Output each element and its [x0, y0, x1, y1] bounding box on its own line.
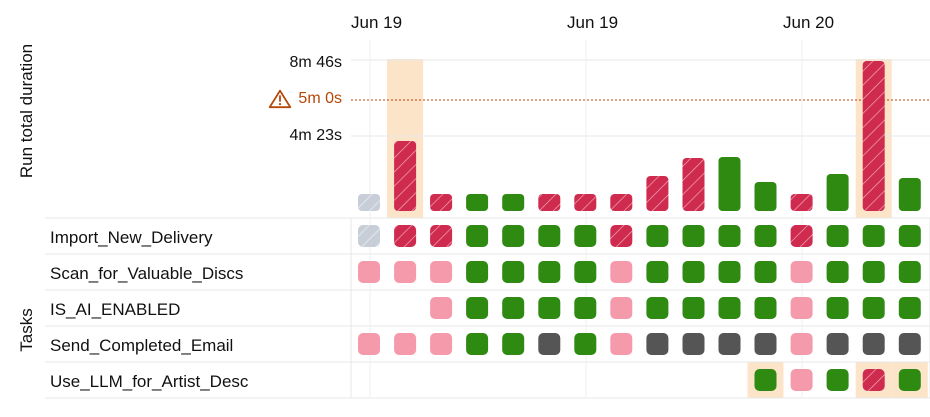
task-cell-1-12 [754, 225, 777, 247]
duration-bar-13 [790, 194, 813, 211]
task-cell-3-8 [610, 297, 633, 319]
task-cell-3-9 [646, 297, 669, 319]
duration-bar-2 [394, 141, 417, 211]
task-cell-1-14 [826, 225, 849, 247]
task-name-use-llm-for-artist-desc: Use_LLM_for_Artist_Desc [50, 372, 249, 391]
task-cell-1-7 [574, 225, 597, 247]
task-cell-4-14 [826, 333, 849, 355]
task-cell-3-10 [682, 297, 705, 319]
duration-bar-5 [502, 194, 525, 211]
duration-bar-14 [826, 174, 849, 211]
task-cell-2-14 [826, 261, 849, 283]
task-cell-1-4 [466, 225, 489, 247]
task-cell-3-6 [538, 297, 561, 319]
task-cell-1-6 [538, 225, 561, 247]
task-cell-1-2 [394, 225, 417, 247]
duration-bar-3 [430, 194, 453, 211]
task-cell-4-15 [862, 333, 885, 355]
task-cell-4-11 [718, 333, 741, 355]
task-cell-2-1 [358, 261, 380, 283]
task-cell-4-5 [502, 333, 525, 355]
task-cell-1-1 [358, 225, 380, 247]
date-label-3: Jun 20 [783, 13, 835, 32]
duration-bar-7 [574, 194, 597, 211]
task-cell-3-16 [898, 297, 921, 319]
duration-bar-6 [538, 194, 561, 211]
task-cell-4-12 [754, 333, 777, 355]
task-cell-4-3 [430, 333, 453, 355]
task-cell-1-9 [646, 225, 669, 247]
task-cell-1-10 [682, 225, 705, 247]
task-cell-4-9 [646, 333, 669, 355]
task-cell-3-7 [574, 297, 597, 319]
task-cell-4-4 [466, 333, 489, 355]
duration-bar-11 [718, 157, 741, 211]
task-cell-5-14 [826, 369, 849, 391]
task-cell-1-13 [790, 225, 813, 247]
task-cell-4-7 [574, 333, 597, 355]
task-cell-1-16 [898, 225, 921, 247]
task-name-send-completed-email: Send_Completed_Email [50, 336, 234, 355]
duration-bar-9 [646, 176, 669, 211]
duration-bar-12 [754, 182, 777, 211]
task-cell-3-3 [430, 297, 453, 319]
threshold-value: 5m 0s [298, 90, 342, 107]
tick-mid: 4m 23s [289, 127, 342, 144]
task-name-is-ai-enabled: IS_AI_ENABLED [50, 300, 181, 319]
date-label-2: Jun 19 [567, 13, 619, 32]
task-cell-5-16 [898, 369, 921, 391]
task-cell-2-13 [790, 261, 813, 283]
task-cell-2-5 [502, 261, 525, 283]
task-name-import-new-delivery: Import_New_Delivery [50, 228, 213, 247]
task-cell-1-8 [610, 225, 633, 247]
task-cell-4-16 [898, 333, 921, 355]
task-cell-1-11 [718, 225, 741, 247]
task-cell-5-13 [790, 369, 813, 391]
duration-bar-15 [862, 61, 885, 211]
task-cell-2-6 [538, 261, 561, 283]
duration-bar-4 [466, 194, 489, 211]
task-cell-4-10 [682, 333, 705, 355]
date-label-1: Jun 19 [351, 13, 403, 32]
duration-bar-8 [610, 194, 633, 211]
threshold-label: 5m 0s [257, 86, 342, 112]
task-cell-5-15 [862, 369, 885, 391]
task-cell-1-15 [862, 225, 885, 247]
task-cell-3-14 [826, 297, 849, 319]
task-cell-3-12 [754, 297, 777, 319]
task-cell-2-12 [754, 261, 777, 283]
task-cell-2-15 [862, 261, 885, 283]
task-cell-1-3 [430, 225, 453, 247]
task-cell-2-11 [718, 261, 741, 283]
task-cell-4-2 [394, 333, 417, 355]
task-cell-4-6 [538, 333, 561, 355]
task-cell-3-13 [790, 297, 813, 319]
task-cell-2-3 [430, 261, 453, 283]
task-cell-2-16 [898, 261, 921, 283]
task-cell-2-7 [574, 261, 597, 283]
task-cell-4-1 [358, 333, 380, 355]
task-cell-4-8 [610, 333, 633, 355]
task-cell-4-13 [790, 333, 813, 355]
task-name-scan-for-valuable-discs: Scan_for_Valuable_Discs [50, 264, 244, 283]
task-cell-2-2 [394, 261, 417, 283]
task-cell-2-4 [466, 261, 489, 283]
task-cell-2-8 [610, 261, 633, 283]
duration-bar-16 [898, 178, 921, 211]
task-cell-3-4 [466, 297, 489, 319]
duration-bar-10 [682, 158, 705, 211]
task-cell-3-5 [502, 297, 525, 319]
warning-icon [269, 89, 292, 109]
task-cell-3-11 [718, 297, 741, 319]
task-cell-2-10 [682, 261, 705, 283]
task-cell-5-12 [754, 369, 777, 391]
task-cell-2-9 [646, 261, 669, 283]
duration-bar-1 [358, 194, 380, 211]
task-cell-1-5 [502, 225, 525, 247]
task-cell-3-15 [862, 297, 885, 319]
tick-top: 8m 46s [289, 54, 342, 71]
